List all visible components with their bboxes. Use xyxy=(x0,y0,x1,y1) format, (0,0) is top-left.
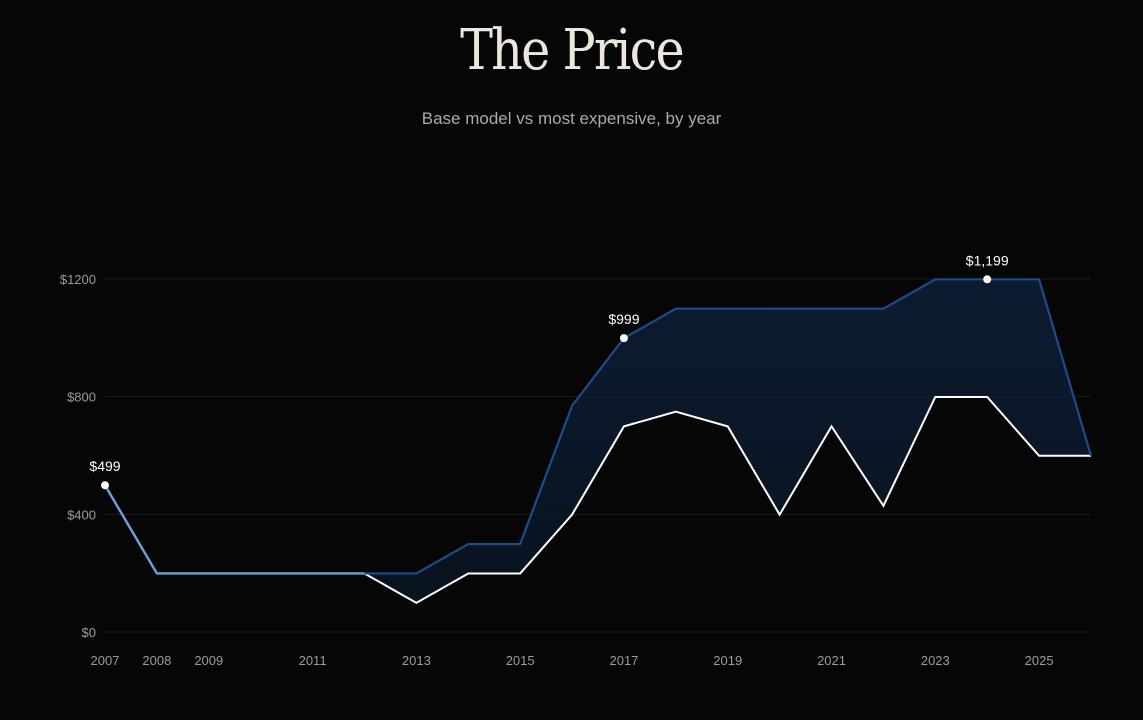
series-line-overlap xyxy=(103,484,365,575)
x-tick-label: 2019 xyxy=(713,653,742,668)
y-tick-label: $800 xyxy=(67,390,96,405)
x-tick-label: 2021 xyxy=(817,653,846,668)
x-tick-label: 2015 xyxy=(506,653,535,668)
annotation-dot xyxy=(101,481,109,490)
annotation-label: $999 xyxy=(608,311,639,327)
x-tick-label: 2008 xyxy=(142,653,171,668)
x-tick-label: 2023 xyxy=(921,653,950,668)
y-tick-label: $400 xyxy=(67,507,96,522)
annotation-label: $499 xyxy=(89,458,120,474)
annotation-dot xyxy=(983,275,992,284)
y-tick-label: $1200 xyxy=(60,272,96,287)
annotation-label: $1,199 xyxy=(966,252,1009,268)
chart-title: The Price xyxy=(460,18,685,83)
annotation-dot xyxy=(619,334,628,343)
y-tick-label: $0 xyxy=(82,625,96,640)
x-tick-label: 2013 xyxy=(402,653,431,668)
x-tick-label: 2011 xyxy=(299,653,327,668)
x-tick-label: 2025 xyxy=(1025,653,1054,668)
chart-subtitle: Base model vs most expensive, by year xyxy=(421,109,722,128)
range-area xyxy=(105,279,1091,603)
x-tick-label: 2007 xyxy=(91,653,120,668)
x-tick-label: 2009 xyxy=(194,653,223,668)
x-tick-label: 2017 xyxy=(609,653,638,668)
